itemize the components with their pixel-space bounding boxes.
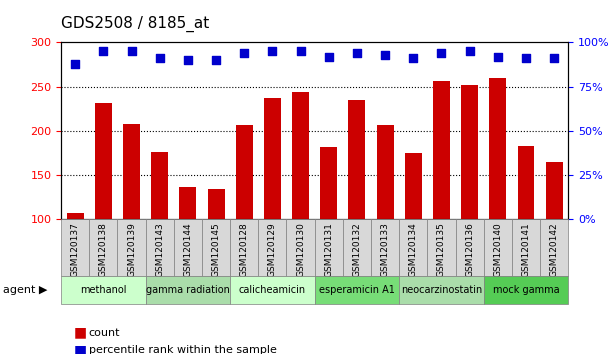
Text: esperamicin A1: esperamicin A1 xyxy=(319,285,395,295)
Bar xyxy=(405,153,422,308)
FancyBboxPatch shape xyxy=(456,219,484,276)
Text: GDS2508 / 8185_at: GDS2508 / 8185_at xyxy=(61,16,210,32)
Text: GSM120138: GSM120138 xyxy=(99,222,108,277)
Point xyxy=(408,56,418,61)
Point xyxy=(436,50,446,56)
FancyBboxPatch shape xyxy=(427,219,456,276)
Text: ■: ■ xyxy=(73,326,86,340)
Bar xyxy=(518,146,535,308)
Point xyxy=(240,50,249,56)
Text: GSM120130: GSM120130 xyxy=(296,222,305,277)
Text: GSM120144: GSM120144 xyxy=(183,222,192,277)
Point xyxy=(268,48,277,54)
Point xyxy=(183,57,193,63)
Bar xyxy=(376,125,393,308)
FancyBboxPatch shape xyxy=(61,219,89,276)
Text: methanol: methanol xyxy=(80,285,126,295)
Point xyxy=(296,48,306,54)
Text: GSM120134: GSM120134 xyxy=(409,222,418,277)
FancyBboxPatch shape xyxy=(61,276,145,304)
FancyBboxPatch shape xyxy=(484,219,512,276)
Point xyxy=(352,50,362,56)
FancyBboxPatch shape xyxy=(258,219,287,276)
Text: calicheamicin: calicheamicin xyxy=(239,285,306,295)
Point xyxy=(126,48,136,54)
FancyBboxPatch shape xyxy=(202,219,230,276)
Point xyxy=(465,48,475,54)
Text: count: count xyxy=(89,328,120,338)
FancyBboxPatch shape xyxy=(512,219,540,276)
Point xyxy=(521,56,531,61)
Bar xyxy=(152,152,168,308)
Point xyxy=(70,61,80,67)
Point xyxy=(380,52,390,58)
Text: GSM120131: GSM120131 xyxy=(324,222,333,277)
Point xyxy=(211,57,221,63)
FancyBboxPatch shape xyxy=(484,276,568,304)
FancyBboxPatch shape xyxy=(399,276,484,304)
Bar xyxy=(489,78,507,308)
FancyBboxPatch shape xyxy=(230,219,258,276)
Text: GSM120141: GSM120141 xyxy=(521,222,530,277)
Bar xyxy=(292,92,309,308)
Text: GSM120143: GSM120143 xyxy=(155,222,164,277)
FancyBboxPatch shape xyxy=(540,219,568,276)
Text: GSM120145: GSM120145 xyxy=(211,222,221,277)
Text: ■: ■ xyxy=(73,343,86,354)
Text: GSM120137: GSM120137 xyxy=(71,222,79,277)
Text: GSM120129: GSM120129 xyxy=(268,222,277,277)
Bar xyxy=(208,189,224,308)
FancyBboxPatch shape xyxy=(315,219,343,276)
FancyBboxPatch shape xyxy=(371,219,399,276)
Text: GSM120128: GSM120128 xyxy=(240,222,249,277)
Bar xyxy=(123,124,140,308)
Point xyxy=(493,54,503,59)
Text: GSM120136: GSM120136 xyxy=(465,222,474,277)
Bar xyxy=(546,162,563,308)
Point xyxy=(324,54,334,59)
FancyBboxPatch shape xyxy=(117,219,145,276)
FancyBboxPatch shape xyxy=(287,219,315,276)
Text: GSM120140: GSM120140 xyxy=(493,222,502,277)
Text: GSM120133: GSM120133 xyxy=(381,222,390,277)
FancyBboxPatch shape xyxy=(89,219,117,276)
Bar xyxy=(433,81,450,308)
FancyBboxPatch shape xyxy=(145,276,230,304)
FancyBboxPatch shape xyxy=(230,276,315,304)
Bar xyxy=(348,100,365,308)
Text: agent ▶: agent ▶ xyxy=(3,285,48,295)
Bar xyxy=(320,147,337,308)
Bar xyxy=(236,125,253,308)
Text: percentile rank within the sample: percentile rank within the sample xyxy=(89,346,276,354)
Bar xyxy=(461,85,478,308)
Text: GSM120139: GSM120139 xyxy=(127,222,136,277)
Point xyxy=(98,48,108,54)
Bar xyxy=(264,98,281,308)
Bar xyxy=(95,103,112,308)
Point xyxy=(155,56,164,61)
FancyBboxPatch shape xyxy=(174,219,202,276)
Bar xyxy=(180,187,196,308)
FancyBboxPatch shape xyxy=(343,219,371,276)
Text: GSM120142: GSM120142 xyxy=(550,222,558,277)
Text: GSM120132: GSM120132 xyxy=(353,222,362,277)
FancyBboxPatch shape xyxy=(315,276,399,304)
Text: mock gamma: mock gamma xyxy=(492,285,559,295)
Text: neocarzinostatin: neocarzinostatin xyxy=(401,285,482,295)
FancyBboxPatch shape xyxy=(399,219,427,276)
Bar xyxy=(67,213,84,308)
Text: GSM120135: GSM120135 xyxy=(437,222,446,277)
FancyBboxPatch shape xyxy=(145,219,174,276)
Point xyxy=(549,56,559,61)
Text: gamma radiation: gamma radiation xyxy=(146,285,230,295)
